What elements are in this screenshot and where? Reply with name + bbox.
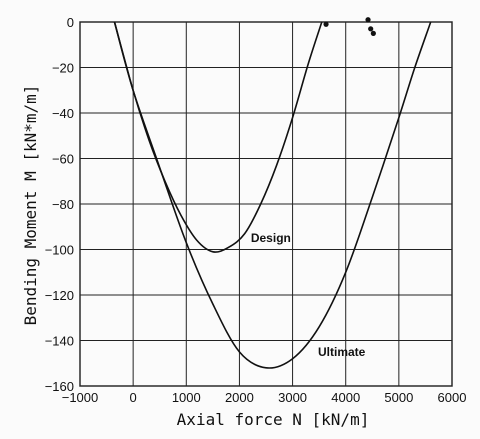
data-point xyxy=(368,26,374,32)
y-tick-label: −100 xyxy=(45,243,74,258)
x-tick-label: −1000 xyxy=(62,390,99,405)
data-points xyxy=(323,17,376,36)
series-line-design xyxy=(113,21,323,253)
x-tick-label: 4000 xyxy=(331,390,360,405)
y-tick-label: −80 xyxy=(52,197,74,212)
y-tick-label: −60 xyxy=(52,152,74,167)
series-lines: Design Ultimate xyxy=(113,21,432,369)
series-line-ultimate xyxy=(113,21,432,369)
grid xyxy=(79,21,453,387)
series-label-ultimate: Ultimate xyxy=(318,345,366,359)
x-tick-label: 5000 xyxy=(384,390,413,405)
x-tick-label: 6000 xyxy=(438,390,467,405)
x-tick-label: 3000 xyxy=(278,390,307,405)
y-tick-label: −160 xyxy=(45,379,74,394)
data-point xyxy=(370,30,376,36)
x-tick-label: 2000 xyxy=(225,390,254,405)
y-tick-label: 0 xyxy=(67,15,74,30)
y-axis-title: Bending Moment M [kN*m/m] xyxy=(21,85,40,326)
x-axis-title: Axial force N [kN/m] xyxy=(177,410,370,429)
x-tick-label: 1000 xyxy=(172,390,201,405)
series-label-design: Design xyxy=(251,231,291,245)
y-tick-label: −40 xyxy=(52,106,74,121)
y-tick-label: −20 xyxy=(52,61,74,76)
data-point xyxy=(365,17,371,23)
y-tick-label: −120 xyxy=(45,288,74,303)
data-point xyxy=(323,21,329,27)
y-tick-label: −140 xyxy=(45,334,74,349)
x-tick-label: 0 xyxy=(130,390,137,405)
tick-labels: −1000 0 1000 2000 3000 4000 5000 6000 0 −20 −40 −60… xyxy=(45,15,467,405)
